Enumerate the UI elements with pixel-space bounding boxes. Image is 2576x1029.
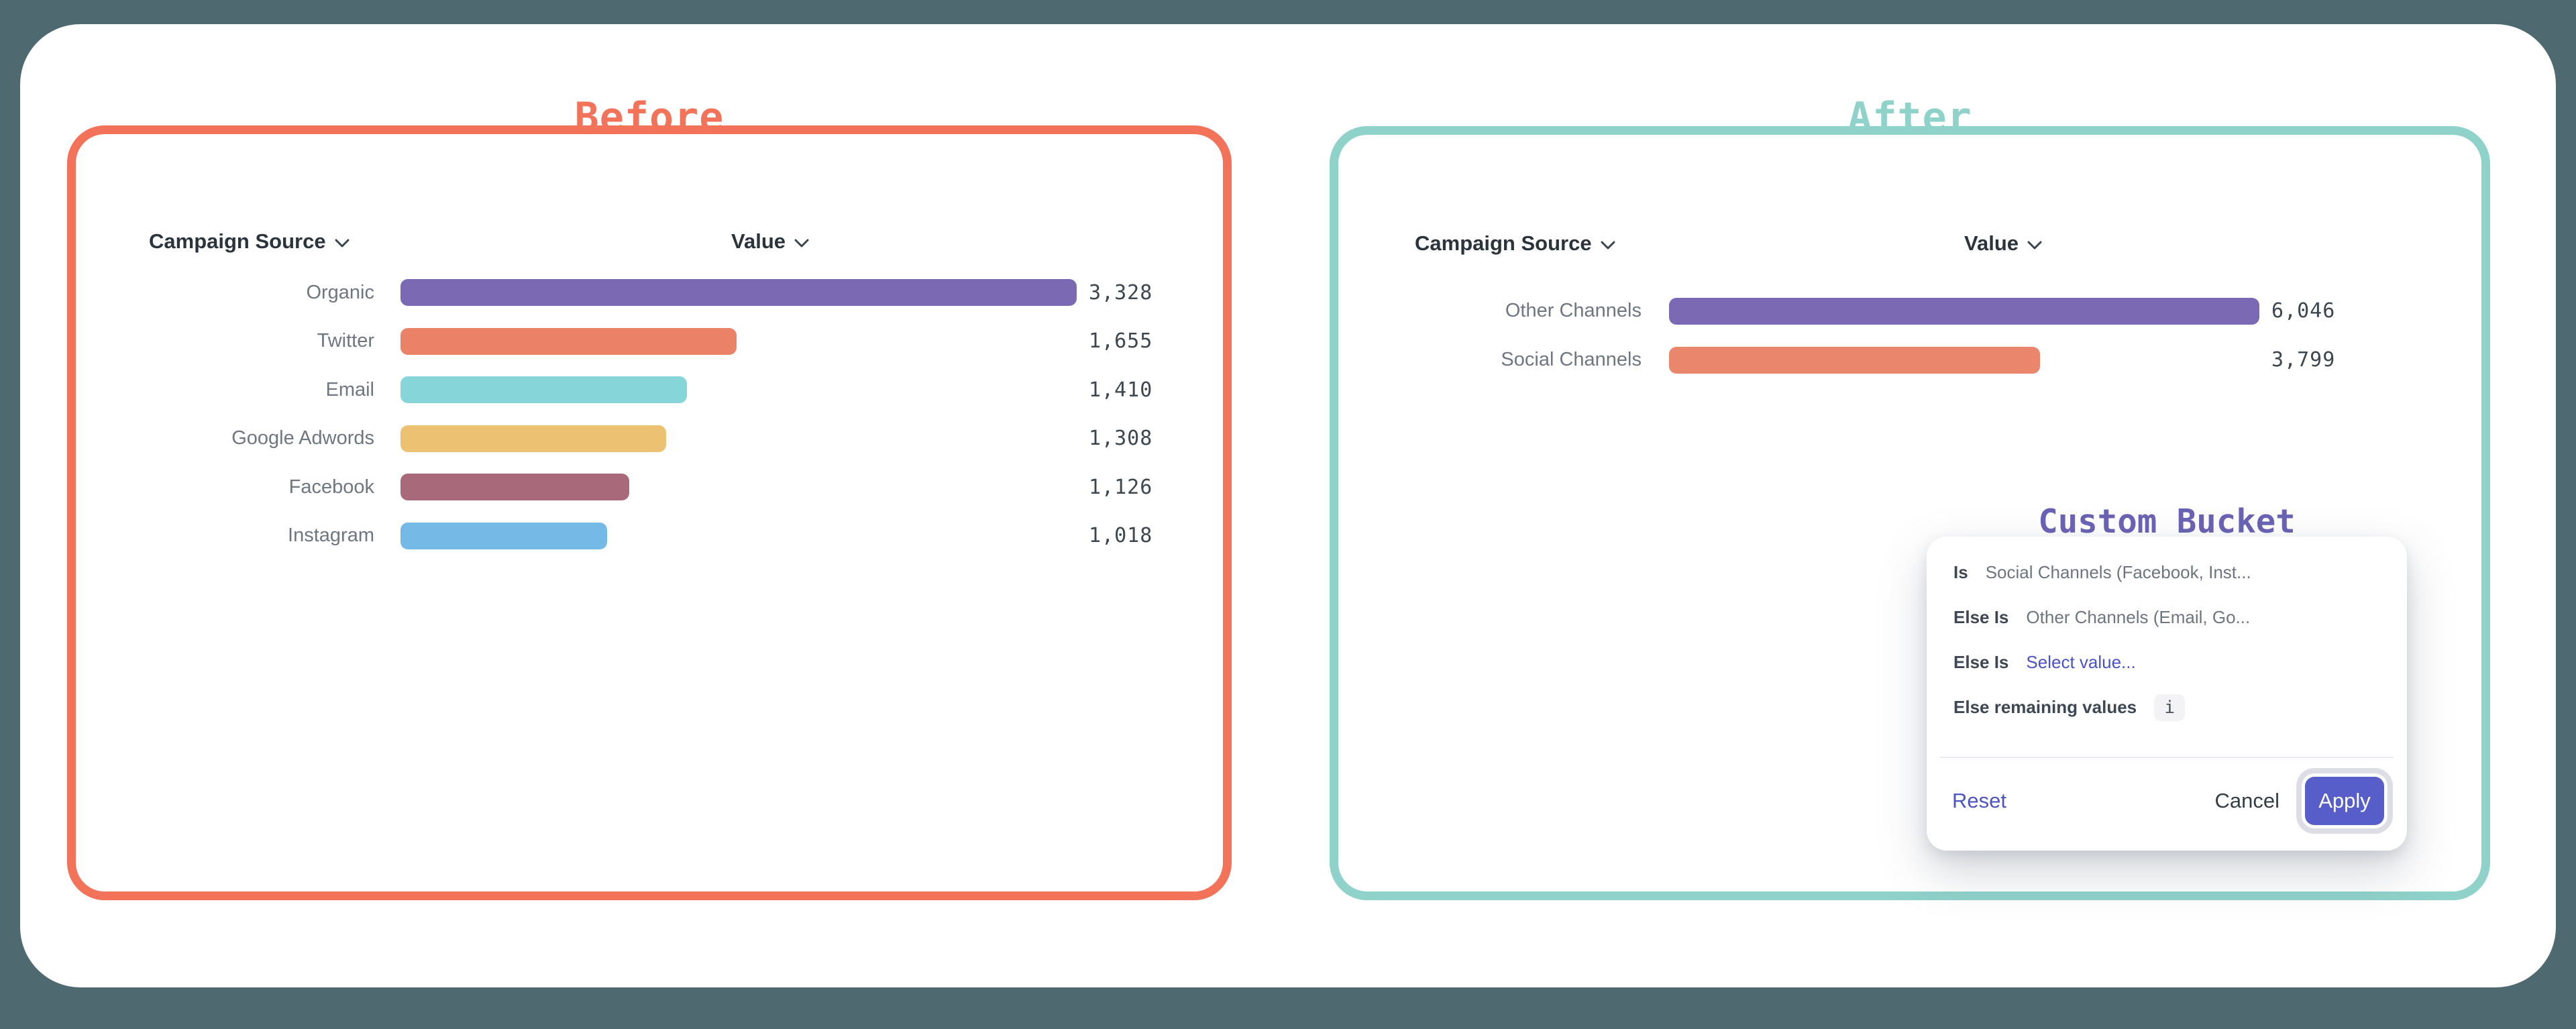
after-campaign-source-header-label: Campaign Source: [1415, 231, 1592, 255]
value-label: 1,410: [1089, 378, 1153, 402]
value-label: 1,308: [1089, 427, 1153, 451]
table-row: Twitter 1,655: [149, 317, 1152, 366]
dialog-divider: [1940, 757, 2394, 758]
after-panel: [1330, 126, 2490, 900]
dialog-footer: Reset Cancel Apply: [1952, 773, 2384, 829]
after-value-header-label: Value: [1964, 231, 2019, 255]
table-row: Organic 3,328: [149, 268, 1152, 317]
dialog-footer-actions: Cancel Apply: [2214, 777, 2384, 825]
table-row: Social Channels 3,799: [1409, 335, 2335, 384]
bar-track: [400, 522, 1077, 549]
rule-value[interactable]: Social Channels (Facebook, Inst...: [1985, 562, 2251, 582]
before-bar-table: Organic 3,328 Twitter 1,655 Email 1,410 Google…: [149, 268, 1152, 560]
bucket-rule-row-1: Is Social Channels (Facebook, Inst...: [1953, 550, 2388, 595]
value-label: 1,126: [1089, 475, 1153, 499]
bar-track: [400, 279, 1077, 307]
value-label: 1,655: [1089, 329, 1153, 354]
category-label-instagram: Instagram: [288, 525, 374, 547]
value-label: 1,018: [1089, 524, 1153, 548]
chevron-down-icon: [794, 239, 809, 247]
before-panel: [67, 125, 1232, 900]
bar-track: [1669, 297, 2259, 325]
table-row: Email 1,410: [149, 366, 1152, 415]
category-label-facebook: Facebook: [288, 476, 374, 498]
custom-bucket-title: Custom Bucket: [2038, 502, 2296, 541]
chevron-down-icon: [2027, 241, 2042, 249]
category-label-google-adwords: Google Adwords: [231, 427, 374, 449]
bar-track: [400, 425, 1077, 452]
bar-email[interactable]: [400, 376, 687, 404]
bar-twitter[interactable]: [400, 327, 737, 355]
category-label-email: Email: [325, 378, 374, 400]
category-label-other-channels: Other Channels: [1505, 300, 1642, 321]
category-label-social-channels: Social Channels: [1501, 349, 1642, 370]
bar-google-adwords[interactable]: [400, 425, 666, 452]
bar-other-channels[interactable]: [1669, 297, 2259, 325]
bar-instagram[interactable]: [400, 522, 607, 549]
info-icon[interactable]: i: [2154, 694, 2186, 721]
bucket-rule-row-2: Else Is Other Channels (Email, Go...: [1953, 595, 2388, 640]
cancel-button[interactable]: Cancel: [2214, 789, 2280, 812]
value-label: 3,799: [2271, 348, 2336, 372]
category-label-organic: Organic: [306, 281, 374, 303]
before-value-header-label: Value: [731, 229, 786, 253]
before-value-header[interactable]: Value: [703, 227, 837, 256]
bucket-rule-row-3: Else Is Select value...: [1953, 640, 2388, 685]
select-value-link[interactable]: Select value...: [2026, 652, 2136, 672]
bucket-rule-row-4: Else remaining values i: [1953, 685, 2388, 730]
bar-track: [400, 376, 1077, 404]
before-campaign-source-header-label: Campaign Source: [149, 229, 326, 253]
before-campaign-source-header[interactable]: Campaign Source: [149, 227, 350, 256]
table-row: Instagram 1,018: [149, 512, 1152, 561]
table-row: Other Channels 6,046: [1409, 286, 2335, 335]
rule-condition-label: Is: [1953, 562, 1968, 582]
value-label: 6,046: [2271, 299, 2336, 323]
bucket-rule-list: Is Social Channels (Facebook, Inst... Else…: [1953, 550, 2388, 730]
custom-bucket-dialog: Is Social Channels (Facebook, Inst... Else…: [1927, 537, 2407, 851]
apply-button[interactable]: Apply: [2305, 777, 2384, 825]
rule-value[interactable]: Other Channels (Email, Go...: [2026, 607, 2251, 627]
rule-condition-label: Else remaining values: [1953, 697, 2137, 717]
rule-condition-label: Else Is: [1953, 652, 2009, 672]
chevron-down-icon: [1601, 241, 1615, 249]
bar-track: [1669, 346, 2259, 374]
bar-facebook[interactable]: [400, 474, 629, 501]
table-row: Google Adwords 1,308: [149, 415, 1152, 464]
table-row: Facebook 1,126: [149, 463, 1152, 512]
after-bar-table: Other Channels 6,046 Social Channels 3,799: [1409, 286, 2335, 384]
value-label: 3,328: [1089, 280, 1153, 305]
bar-track: [400, 327, 1077, 355]
category-label-twitter: Twitter: [317, 330, 374, 352]
bar-track: [400, 474, 1077, 501]
after-campaign-source-header[interactable]: Campaign Source: [1415, 229, 1615, 258]
reset-button[interactable]: Reset: [1952, 789, 2006, 812]
after-value-header[interactable]: Value: [1936, 229, 2070, 258]
bar-social-channels[interactable]: [1669, 346, 2040, 374]
rule-condition-label: Else Is: [1953, 607, 2009, 627]
chevron-down-icon: [335, 239, 350, 247]
bar-organic[interactable]: [400, 279, 1077, 307]
